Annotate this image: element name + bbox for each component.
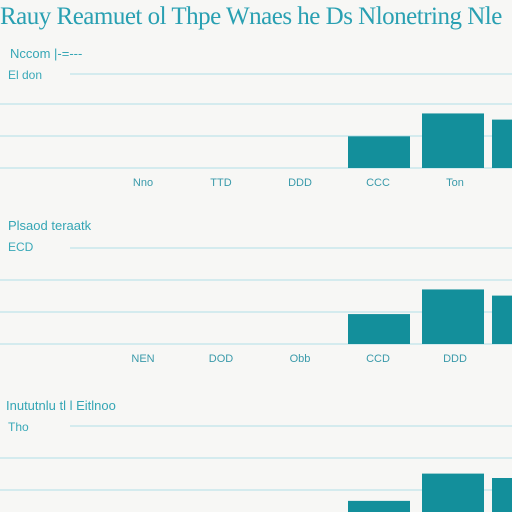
x-tick-label: Ton bbox=[446, 177, 464, 189]
bar bbox=[422, 473, 484, 512]
chart-panel-2: Plsaod teraatk ECD NEN DOD Obb CCD DDD bbox=[0, 214, 512, 374]
bar bbox=[422, 113, 484, 168]
panel-3-label: Inututnlu tl l Eitlnoo bbox=[6, 398, 116, 413]
chart-title: Rauy Reamuet ol Thpe Wnaes he Ds Nlonetr… bbox=[0, 3, 502, 30]
x-tick-label: Obb bbox=[290, 353, 311, 365]
panel-3-plot bbox=[0, 425, 512, 512]
bar bbox=[492, 478, 512, 512]
x-tick-label: CCC bbox=[366, 177, 390, 189]
x-tick-label: DOD bbox=[209, 353, 234, 365]
bar bbox=[348, 136, 410, 168]
panel-1-plot: Nno TTD DDD CCC Ton bbox=[0, 73, 512, 189]
x-tick-label: CCD bbox=[366, 353, 390, 365]
bar bbox=[348, 500, 410, 512]
panel-1-label: Nccom |-=--- bbox=[10, 46, 83, 61]
bar bbox=[492, 295, 512, 344]
panel-1-sublabel: El don bbox=[8, 68, 43, 82]
x-tick-label: DDD bbox=[288, 177, 312, 189]
x-tick-label: NEN bbox=[131, 353, 154, 365]
bar bbox=[492, 119, 512, 168]
panel-2-label: Plsaod teraatk bbox=[8, 218, 92, 233]
panel-2-plot: NEN DOD Obb CCD DDD bbox=[0, 247, 512, 365]
x-tick-label: DDD bbox=[443, 353, 467, 365]
chart-panel-1: Nccom |-=--- El don Nno TTD DDD CCC Ton bbox=[0, 40, 512, 200]
x-tick-label: Nno bbox=[133, 177, 153, 189]
panel-3-sublabel: Tho bbox=[8, 420, 29, 434]
bar bbox=[348, 314, 410, 344]
chart-panel-3: Inututnlu tl l Eitlnoo Tho bbox=[0, 392, 512, 512]
panel-2-sublabel: ECD bbox=[8, 240, 34, 254]
x-tick-label: TTD bbox=[210, 177, 231, 189]
bar bbox=[422, 289, 484, 344]
